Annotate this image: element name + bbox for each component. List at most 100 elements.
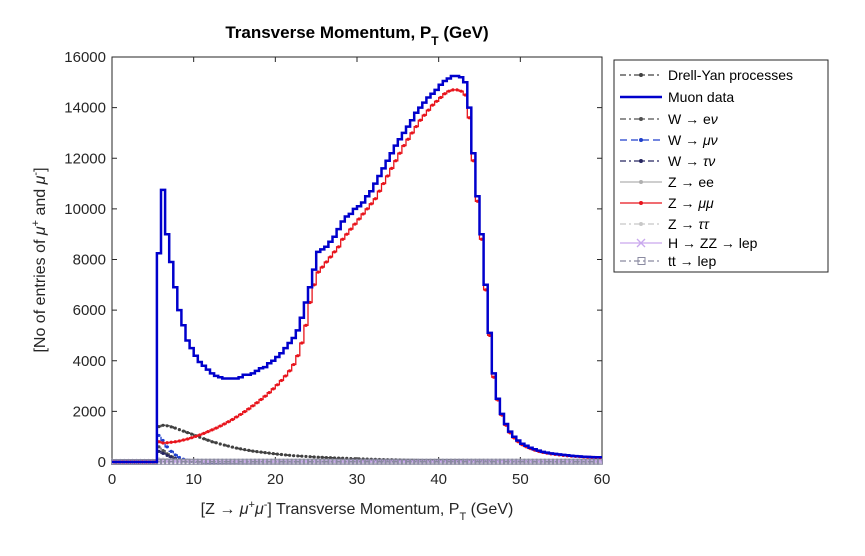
y-tick-label: 16000 xyxy=(64,49,106,66)
series-point xyxy=(249,458,256,465)
series-point xyxy=(447,89,451,93)
series-point xyxy=(267,391,271,395)
series-point xyxy=(402,143,406,148)
series-point xyxy=(343,458,350,465)
series-point xyxy=(271,452,275,456)
series-point xyxy=(316,270,320,274)
legend-marker xyxy=(637,257,646,265)
series-point xyxy=(239,447,243,451)
series-point xyxy=(347,458,354,465)
series-line xyxy=(112,74,602,464)
legend-marker xyxy=(639,201,643,205)
series-point xyxy=(292,454,296,458)
series-point xyxy=(234,415,239,419)
series-point xyxy=(218,442,222,446)
series-point xyxy=(323,458,330,465)
series-point xyxy=(288,453,292,457)
series-point xyxy=(381,181,386,186)
legend-marker xyxy=(639,138,643,142)
series-point xyxy=(176,458,183,465)
series-layer xyxy=(111,74,603,465)
series-point xyxy=(210,428,214,432)
series-point xyxy=(580,458,587,465)
series-point xyxy=(494,458,501,465)
legend-label-w-enu: W → eν xyxy=(668,111,718,127)
series-point xyxy=(425,458,432,465)
series-point xyxy=(283,374,288,378)
series-point xyxy=(331,458,338,465)
series-point xyxy=(221,458,228,465)
series-point xyxy=(243,447,247,452)
series-point xyxy=(169,455,173,459)
legend-marker xyxy=(639,180,643,184)
series-point xyxy=(198,435,202,439)
series-point xyxy=(439,95,443,100)
series-point xyxy=(288,369,292,373)
series-point xyxy=(165,445,169,449)
series-point xyxy=(229,458,236,465)
series-point xyxy=(433,458,440,465)
series-point xyxy=(165,441,169,445)
series-point xyxy=(410,131,414,135)
series-point xyxy=(507,458,514,465)
series-point xyxy=(258,458,265,465)
series-point xyxy=(552,458,559,465)
series-point xyxy=(296,354,300,358)
series-point xyxy=(406,137,410,141)
series-point xyxy=(283,453,288,457)
series-point xyxy=(543,458,550,465)
legend-marker xyxy=(639,73,643,77)
series-point xyxy=(181,438,186,442)
series-point xyxy=(157,449,161,453)
series-point xyxy=(253,458,260,465)
series-point xyxy=(417,458,424,465)
series-point xyxy=(498,458,505,465)
legend-marker xyxy=(636,238,646,248)
series-point xyxy=(263,394,267,398)
series-point xyxy=(327,458,334,465)
series-point xyxy=(462,458,469,465)
y-tick-label: 12000 xyxy=(64,150,106,167)
legend-items xyxy=(620,73,662,265)
series-point xyxy=(527,458,534,465)
series-point xyxy=(484,288,488,292)
series-point xyxy=(539,458,546,465)
series-point xyxy=(356,458,363,465)
y-tick-label: 2000 xyxy=(73,403,106,420)
legend-label-z-ee: Z → ee xyxy=(668,174,714,190)
series-point xyxy=(259,450,263,454)
series-point xyxy=(351,458,358,465)
axis-ticks: 0 10 20 30 40 50 60 0 2000 4000 6000 8000 10000 12000… xyxy=(64,49,610,488)
series-point xyxy=(479,237,484,241)
series-point xyxy=(300,454,304,458)
series-point xyxy=(394,159,398,163)
series-point xyxy=(568,458,575,465)
series-point xyxy=(202,437,206,441)
legend-box xyxy=(613,59,829,273)
series-point xyxy=(324,455,328,460)
series-point xyxy=(214,441,218,445)
series-point xyxy=(157,445,161,449)
series-point xyxy=(349,227,353,231)
series-point xyxy=(409,458,416,465)
series-point xyxy=(172,458,179,465)
series-point xyxy=(173,426,177,430)
series-point xyxy=(482,458,489,465)
series-point xyxy=(547,458,554,465)
legend-label-z-tautau: Z → ττ xyxy=(668,216,710,232)
series-point xyxy=(449,458,456,465)
series-point xyxy=(413,458,420,465)
series-point xyxy=(315,458,322,465)
series-point xyxy=(161,438,165,443)
series-point xyxy=(396,458,403,465)
series-point xyxy=(426,108,431,112)
series-point xyxy=(190,436,194,440)
series-point xyxy=(251,404,255,408)
series-point xyxy=(196,458,203,465)
series-point xyxy=(376,458,383,465)
series-point xyxy=(560,458,567,465)
series-1 xyxy=(112,74,602,464)
series-point xyxy=(463,93,467,97)
series-point xyxy=(488,333,492,338)
series-point xyxy=(169,440,173,444)
